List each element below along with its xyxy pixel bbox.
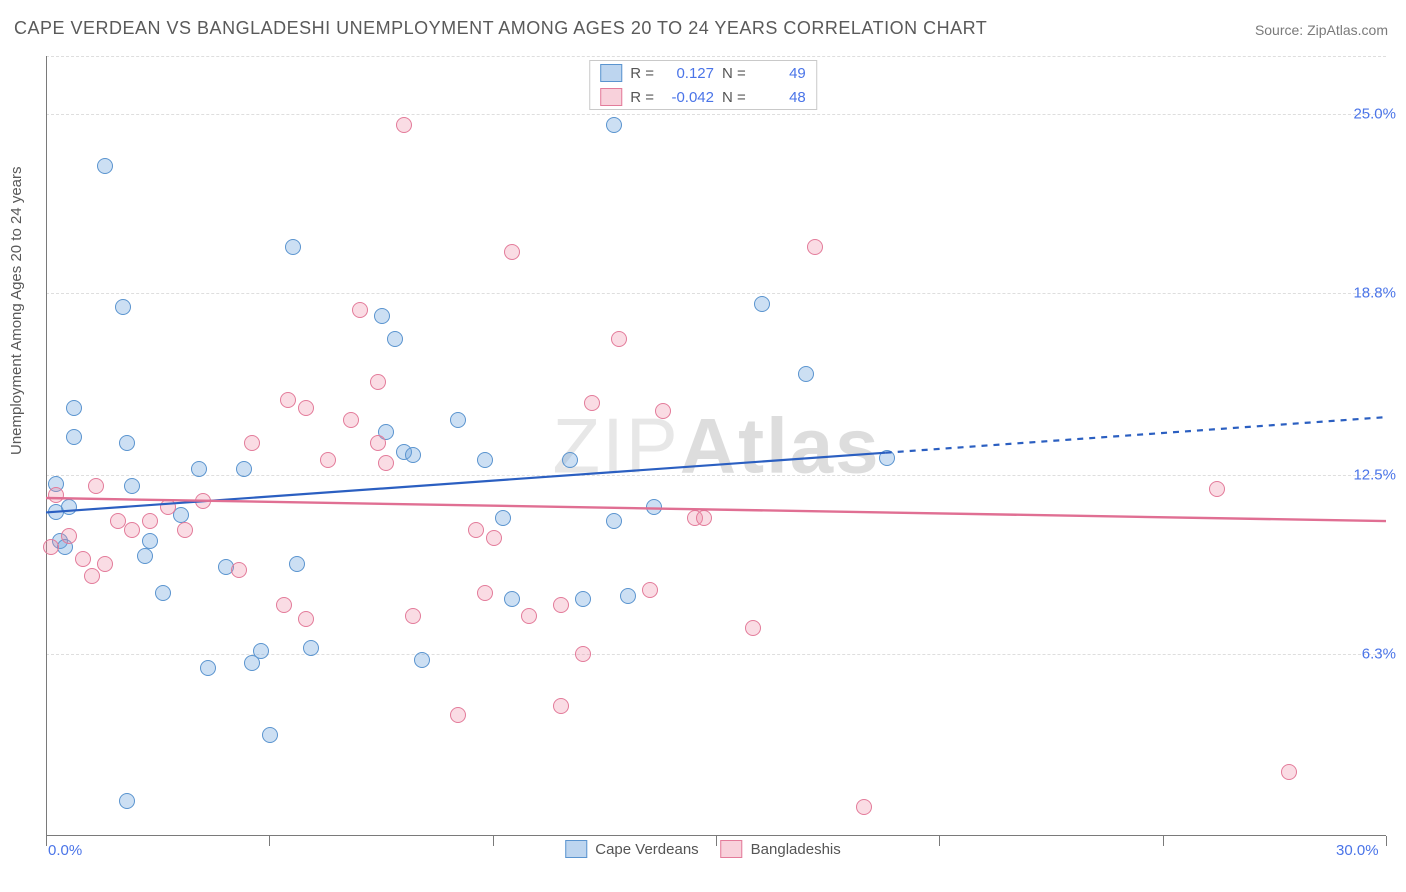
y-tick: 18.8% [1353, 284, 1396, 301]
legend-row-blue: R = 0.127 N = 49 [590, 61, 816, 85]
legend-item-pink: Bangladeshis [721, 840, 841, 858]
y-axis-label: Unemployment Among Ages 20 to 24 years [8, 166, 25, 455]
trend-blue [886, 417, 1386, 453]
legend-N-label: N = [722, 65, 746, 82]
y-tick: 25.0% [1353, 105, 1396, 122]
legend-R-label: R = [630, 89, 654, 106]
trend-pink [46, 498, 1386, 521]
source-link[interactable]: ZipAtlas.com [1307, 22, 1388, 38]
swatch-blue [565, 840, 587, 858]
y-tick: 12.5% [1353, 466, 1396, 483]
x-tick-mark [939, 836, 940, 846]
x-tick-mark [1386, 836, 1387, 846]
series-legend: Cape Verdeans Bangladeshis [565, 840, 841, 858]
legend-R-pink: -0.042 [662, 89, 714, 106]
chart-title: CAPE VERDEAN VS BANGLADESHI UNEMPLOYMENT… [14, 18, 987, 39]
legend-R-label: R = [630, 65, 654, 82]
trend-blue [46, 453, 886, 513]
legend-row-pink: R = -0.042 N = 48 [590, 85, 816, 109]
x-tick-mark [493, 836, 494, 846]
y-tick: 6.3% [1362, 646, 1396, 663]
legend-label-pink: Bangladeshis [751, 841, 841, 858]
x-tick-mark [716, 836, 717, 846]
legend-item-blue: Cape Verdeans [565, 840, 698, 858]
swatch-pink [600, 88, 622, 106]
x-tick-mark [1163, 836, 1164, 846]
legend-N-blue: 49 [754, 65, 806, 82]
source-prefix: Source: [1255, 22, 1307, 38]
source-attribution: Source: ZipAtlas.com [1255, 22, 1388, 38]
x-tick: 30.0% [1336, 842, 1379, 859]
legend-N-label: N = [722, 89, 746, 106]
x-tick: 0.0% [48, 842, 82, 859]
legend-N-pink: 48 [754, 89, 806, 106]
x-tick-mark [46, 836, 47, 846]
legend-R-blue: 0.127 [662, 65, 714, 82]
x-tick-mark [269, 836, 270, 846]
trend-lines [46, 56, 1386, 836]
legend-label-blue: Cape Verdeans [595, 841, 698, 858]
swatch-pink [721, 840, 743, 858]
swatch-blue [600, 64, 622, 82]
correlation-legend: R = 0.127 N = 49 R = -0.042 N = 48 [589, 60, 817, 110]
